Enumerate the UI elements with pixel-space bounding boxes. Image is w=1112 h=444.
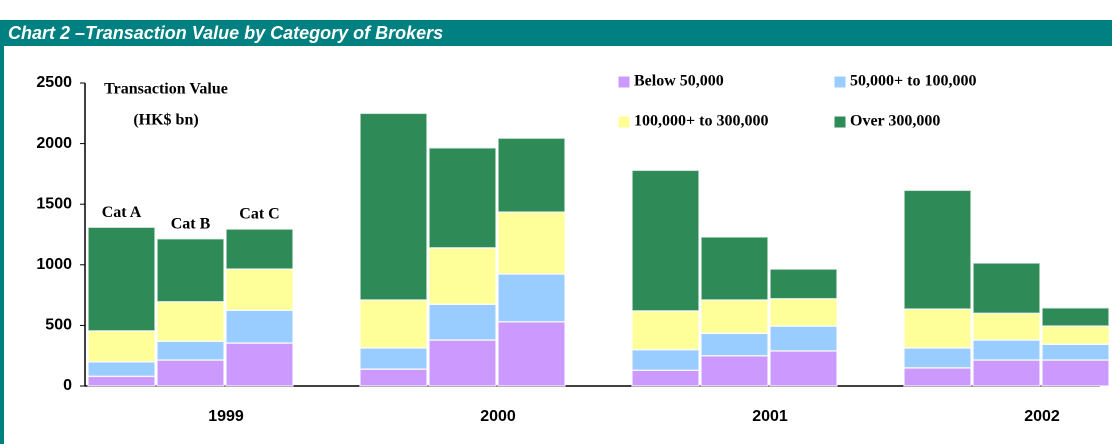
x-tick-label: 2000 [480,408,516,425]
bar-segment [972,312,1041,341]
legend-label: 100,000+ to 300,000 [634,113,768,130]
bar-segment [156,301,225,342]
bar-segment [428,247,497,305]
y-tick-label: 2500 [36,74,72,91]
legend-swatch [833,75,847,89]
bar-segment [87,375,156,387]
bar-segment [497,137,566,213]
bar-segment [428,147,497,249]
bar-segment [497,211,566,275]
bar-segment [631,369,700,387]
x-tick-label: 1999 [208,408,244,425]
bar-segment [631,348,700,371]
bar-segment [428,339,497,387]
legend-label: Over 300,000 [850,113,940,130]
bar-segment [156,340,225,361]
bar-segment [1041,325,1110,345]
y-tick-label: 500 [45,317,72,334]
bar-segment [428,303,497,341]
bar-segment [359,299,428,349]
bar-segment [972,359,1041,387]
x-tick-label: 2002 [1024,408,1060,425]
bar-segment [359,368,428,387]
bar-segment [903,367,972,387]
bar-segment [497,321,566,387]
bar-segment [87,226,156,332]
legend-label: Below 50,000 [634,73,724,90]
bar-segment [497,273,566,323]
bar-segment [972,339,1041,361]
y-tick-label: 0 [63,377,72,394]
bar-segment [903,189,972,310]
bar-segment [1041,343,1110,361]
y-tick-label: 1500 [36,195,72,212]
y-axis-label: Transaction Value [104,81,228,98]
bar-segment [225,268,294,311]
chart-title: Chart 2 –Transaction Value by Category o… [8,23,443,43]
bar-segment [87,361,156,378]
y-tick-label: 1000 [36,256,72,273]
title-bar [0,20,1112,46]
bar-segment [700,354,769,387]
bar-segment [1041,307,1110,327]
legend-label: 50,000+ to 100,000 [850,73,976,90]
bar-segment [972,262,1041,315]
bar-segment [700,236,769,301]
bar-segment [631,169,700,312]
bar-segment [769,350,838,387]
bar-segment [769,325,838,352]
bar-segment [87,330,156,363]
y-tick-label: 2000 [36,135,72,152]
bar-segment [359,347,428,370]
legend-swatch [617,75,631,89]
bar-segment [156,359,225,387]
left-border [0,46,4,444]
bar-label: Cat B [171,215,211,232]
bar-label: Cat C [239,206,279,223]
bar-segment [631,310,700,351]
legend-swatch [833,115,847,129]
legend-swatch [617,115,631,129]
bar-segment [225,228,294,270]
bar-segment [225,342,294,387]
bar-label: Cat A [102,204,142,221]
bar-segment [769,268,838,300]
x-tick-label: 2001 [752,408,788,425]
bar-segment [156,237,225,303]
bar-segment [769,297,838,327]
bar-segment [359,112,428,301]
bar-segment [1041,359,1110,387]
bar-segment [700,332,769,357]
bar-segment [903,347,972,369]
bar-segment [903,308,972,349]
bar-segment [700,299,769,335]
bar-segment [225,309,294,344]
y-axis-label: (HK$ bn) [133,112,198,129]
